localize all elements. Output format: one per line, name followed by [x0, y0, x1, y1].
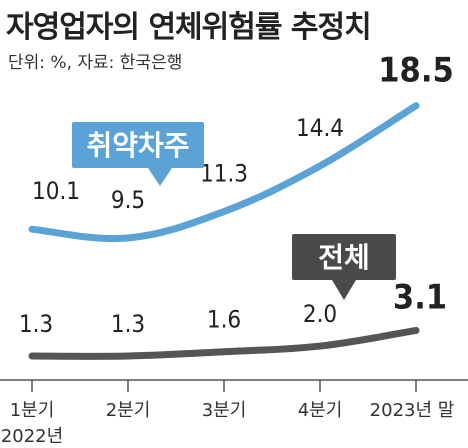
unit-source-note: 단위: %, 자료: 한국은행 [8, 53, 183, 73]
callout-vulnerable-box [72, 122, 204, 168]
chart-title: 자영업자의 연체위험률 추정치 [6, 10, 372, 45]
data-label-s1-5: 18.5 [378, 51, 453, 91]
callout-vulnerable-pointer [148, 168, 172, 186]
data-label-s1-2: 9.5 [111, 186, 145, 214]
callout-total-box [292, 234, 396, 280]
x-tick-label-2: 2분기 [106, 400, 151, 421]
callout-total-label: 전체 [318, 241, 370, 274]
x-year-label: 2022년 [1, 426, 63, 447]
data-label-s2-5: 3.1 [393, 277, 447, 317]
x-tick-label-3: 3분기 [202, 400, 247, 421]
data-label-s1-4: 14.4 [296, 114, 344, 142]
data-label-s2-4: 2.0 [303, 300, 337, 328]
data-label-s2-3: 1.6 [207, 306, 241, 334]
series-line-2 [28, 326, 420, 360]
x-tick-label-4: 4분기 [298, 400, 343, 421]
series-line-1 [28, 102, 420, 243]
x-tick-label-5: 2023년 말 [370, 400, 455, 421]
callout-total-pointer [332, 280, 356, 300]
data-label-s1-1: 10.1 [32, 177, 80, 205]
data-label-s2-1: 1.3 [19, 310, 53, 338]
data-label-s1-3: 11.3 [200, 160, 248, 188]
callout-vulnerable-label: 취약차주 [86, 129, 189, 162]
data-label-s2-2: 1.3 [111, 310, 145, 338]
x-tick-label-1: 1분기 [10, 400, 55, 421]
